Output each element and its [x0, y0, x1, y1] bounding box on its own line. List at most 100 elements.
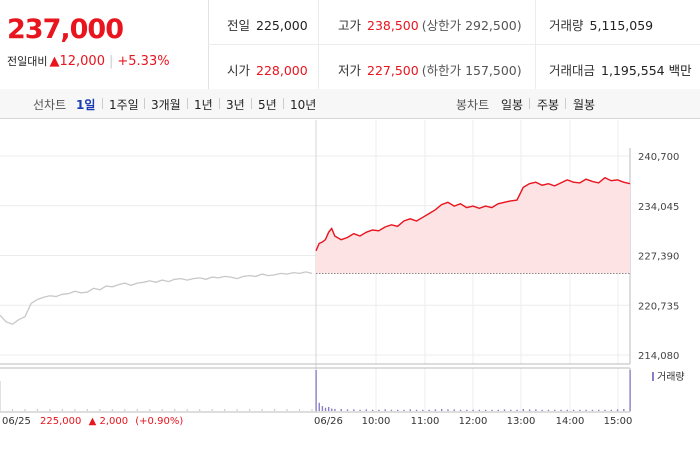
lower-limit: (하한가 157,500) [421, 63, 522, 78]
volume-bar [327, 406, 330, 411]
prev-close-stat: 전일 225,000 [227, 15, 308, 34]
volume-bar [365, 409, 368, 411]
tab-3-months[interactable]: 3개월 [151, 98, 181, 112]
intraday-price-chart[interactable]: 240,700 234,045 227,390 220,735 214,080 06/2… [0, 118, 700, 450]
tab-weekly-candle[interactable]: 주봉 [537, 98, 560, 112]
volume-stat: 거래량 5,115,059 [549, 15, 653, 34]
chart-period-tabbar: 선차트 1일 1주일 3개월 1년 3년 5년 10년 봉차트 일봉 주봉 월봉 [0, 89, 700, 119]
volume-bar [397, 409, 399, 411]
series-area-06-26 [316, 177, 630, 274]
change-percent: +5.33% [117, 54, 170, 69]
volume-legend-swatch [652, 372, 654, 381]
volume-bar-prev [149, 409, 151, 411]
volume-bar-prev [161, 409, 163, 411]
y-tick-label: 227,390 [638, 252, 679, 263]
tab-monthly-candle[interactable]: 월봉 [573, 98, 596, 112]
volume-label: 거래량 [549, 18, 584, 33]
series-line-06-26 [315, 176, 631, 252]
volume-bar [591, 409, 594, 411]
volume-bar [371, 409, 374, 411]
volume-bar [315, 370, 317, 411]
footer-up-arrow-icon: ▲ [89, 416, 97, 427]
volume-bar [453, 409, 455, 411]
open-value: 228,000 [256, 63, 308, 78]
volume-bar [334, 408, 336, 411]
x-tick-label: 15:00 [604, 416, 633, 427]
quote-summary: 237,000 전일대비 ▲12,000 | +5.33% 전일 225,000 시가 2… [0, 0, 700, 90]
volume-bar [415, 409, 418, 411]
tab-1-week[interactable]: 1주일 [109, 98, 139, 112]
tab-5-years[interactable]: 5년 [258, 98, 277, 112]
low-label: 저가 [338, 63, 362, 78]
change-label: 전일대비 [7, 55, 48, 68]
tab-divider [187, 98, 188, 109]
volume-bar-prev [311, 409, 313, 411]
volume-legend-label: 거래량 [657, 371, 685, 383]
y-tick-label: 240,700 [638, 152, 679, 163]
volume-bar [623, 408, 625, 411]
volume-bar [598, 409, 600, 411]
stats-row-divider [208, 44, 700, 45]
volume-bar-prev [86, 409, 88, 411]
volume-bar [459, 409, 462, 411]
volume-bar-prev [261, 409, 263, 411]
volume-bar [409, 409, 411, 411]
tab-divider [102, 98, 103, 109]
low-stat: 저가 227,500 (하한가 157,500) [338, 60, 522, 79]
volume-bar [359, 409, 361, 411]
volume-bar-prev [224, 409, 226, 411]
volume-bar-prev [273, 409, 276, 411]
volume-bar [318, 402, 320, 411]
footer-close: 225,000 [40, 416, 81, 427]
volume-bar [629, 370, 631, 411]
volume-bar-prev [61, 409, 63, 411]
tab-1-day[interactable]: 1일 [76, 98, 96, 112]
volume-bar [331, 408, 333, 411]
tab-10-years[interactable]: 10년 [290, 98, 317, 112]
tab-3-years[interactable]: 3년 [226, 98, 245, 112]
x-tick-label: 13:00 [507, 416, 536, 427]
volume-bar-prev [36, 409, 39, 411]
tab-divider [144, 98, 145, 109]
tab-divider [283, 98, 284, 109]
volume-bar [566, 409, 568, 411]
trade-amount-stat: 거래대금 1,195,554 백만 [549, 60, 692, 79]
volume-bar [554, 409, 556, 411]
x-tick-label: 10:00 [362, 416, 391, 427]
tab-daily-candle[interactable]: 일봉 [501, 98, 524, 112]
volume-bar [497, 409, 499, 411]
volume-bar-prev [298, 409, 301, 411]
volume-bar-prev [249, 409, 251, 411]
volume-bar [466, 409, 468, 411]
volume-bar [535, 409, 537, 411]
volume-bar [390, 409, 393, 411]
low-value: 227,500 [367, 63, 419, 78]
tab-1-year[interactable]: 1년 [194, 98, 213, 112]
tab-divider [251, 98, 252, 109]
high-label: 고가 [338, 18, 362, 33]
y-tick-label: 220,735 [638, 301, 679, 312]
volume-bar-prev [174, 409, 176, 411]
volume-bar [528, 409, 531, 411]
tab-divider [529, 98, 530, 109]
series-line-06-25 [0, 271, 313, 325]
trade-amount-value: 1,195,554 백만 [601, 63, 692, 78]
volume-bar [516, 409, 518, 411]
volume-bar [503, 409, 506, 411]
price-change-row: 전일대비 ▲12,000 | +5.33% [7, 53, 170, 69]
volume-bar [434, 409, 437, 411]
line-chart-label: 선차트 [33, 98, 67, 112]
volume-bar [541, 409, 543, 411]
y-tick-label: 214,080 [638, 351, 679, 362]
volume-bar [447, 409, 449, 411]
tab-divider [219, 98, 220, 109]
footer-pct: (+0.90%) [135, 416, 183, 427]
volume-bar-prev [49, 409, 51, 411]
volume-bar [472, 409, 474, 411]
upper-limit: (상한가 292,500) [421, 18, 522, 33]
open-stat: 시가 228,000 [227, 60, 308, 79]
volume-bar [585, 409, 587, 411]
stats-column-divider [535, 0, 536, 89]
x-tick-label: 12:00 [459, 416, 488, 427]
volume-bar [522, 408, 525, 411]
